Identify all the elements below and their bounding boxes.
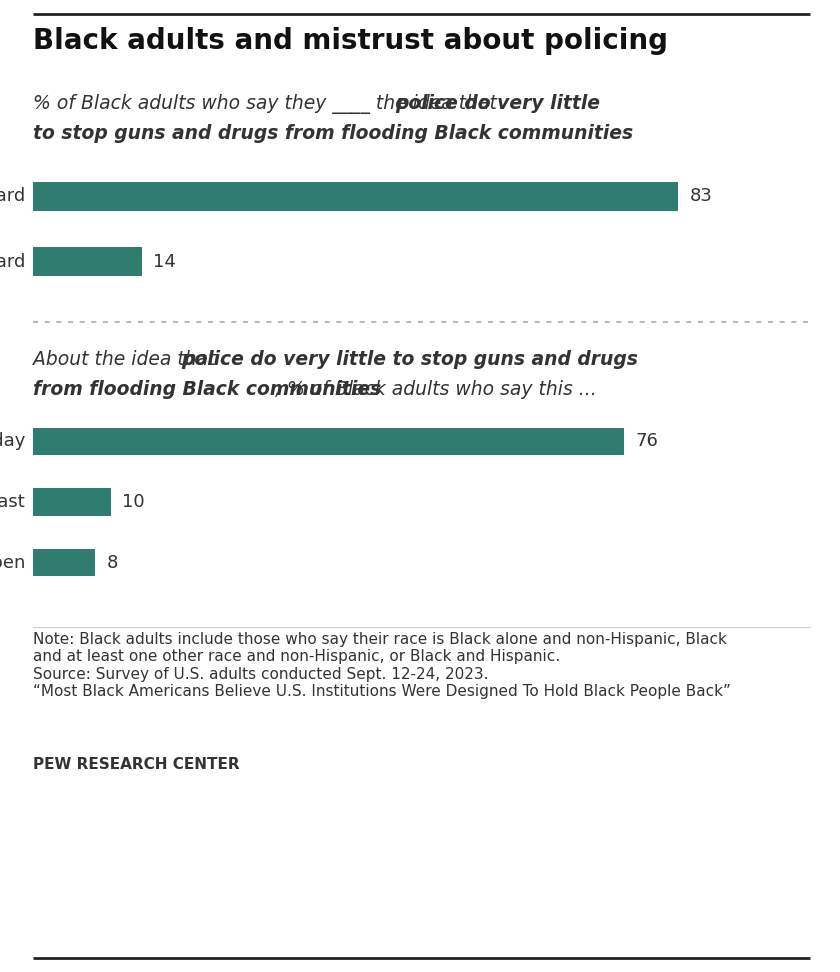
Bar — [33, 549, 95, 576]
Text: police do very little to stop guns and drugs: police do very little to stop guns and d… — [181, 350, 638, 369]
Bar — [33, 247, 142, 276]
Bar — [33, 182, 678, 211]
Text: 14: 14 — [154, 253, 176, 270]
Text: police do very little: police do very little — [395, 94, 600, 113]
Text: to stop guns and drugs from flooding Black communities: to stop guns and drugs from flooding Bla… — [33, 124, 633, 143]
Bar — [33, 428, 623, 455]
Text: About the idea that: About the idea that — [33, 350, 222, 369]
Text: % of Black adults who say they ____ the idea that: % of Black adults who say they ____ the … — [33, 94, 503, 114]
Text: Have heard: Have heard — [0, 188, 25, 205]
Text: 76: 76 — [635, 433, 658, 450]
Text: Did not/does not happen: Did not/does not happen — [0, 554, 25, 572]
Text: Note: Black adults include those who say their race is Black alone and non-Hispa: Note: Black adults include those who say… — [33, 632, 731, 699]
Bar — [33, 488, 111, 515]
Text: Happens today: Happens today — [0, 433, 25, 450]
Text: PEW RESEARCH CENTER: PEW RESEARCH CENTER — [33, 757, 239, 772]
Text: Have not heard: Have not heard — [0, 253, 25, 270]
Text: 8: 8 — [107, 554, 118, 572]
Text: 83: 83 — [690, 188, 712, 205]
Text: from flooding Black communities: from flooding Black communities — [33, 380, 381, 399]
Text: Black adults and mistrust about policing: Black adults and mistrust about policing — [33, 27, 668, 55]
Text: 10: 10 — [123, 493, 145, 511]
Text: Happened only in the past: Happened only in the past — [0, 493, 25, 511]
Text: , % of Black adults who say this ...: , % of Black adults who say this ... — [275, 380, 596, 399]
